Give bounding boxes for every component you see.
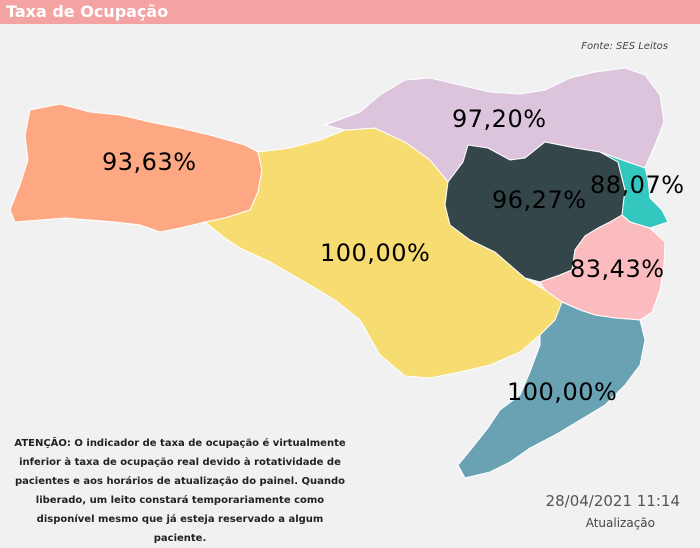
region-south[interactable] [457, 301, 646, 479]
label-valley: 96,27% [492, 186, 587, 214]
label-north-coast: 88,07% [590, 171, 685, 199]
santa-catarina-map [9, 67, 669, 479]
update-timestamp: 28/04/2021 11:14 [545, 492, 680, 510]
source-label: Fonte: SES Leitos [581, 41, 668, 52]
label-central: 100,00% [320, 239, 431, 267]
label-south: 100,00% [507, 378, 618, 406]
region-north-coast[interactable] [599, 151, 669, 229]
disclaimer-notice: ATENÇÃO: O indicador de taxa de ocupação… [14, 438, 346, 544]
label-north: 97,20% [452, 105, 547, 133]
label-west: 93,63% [102, 148, 197, 176]
label-capital: 83,43% [570, 255, 665, 283]
update-label: Atualização [585, 516, 655, 530]
page-title: Taxa de Ocupação [6, 2, 169, 21]
title-bar: Taxa de Ocupação [0, 0, 700, 24]
